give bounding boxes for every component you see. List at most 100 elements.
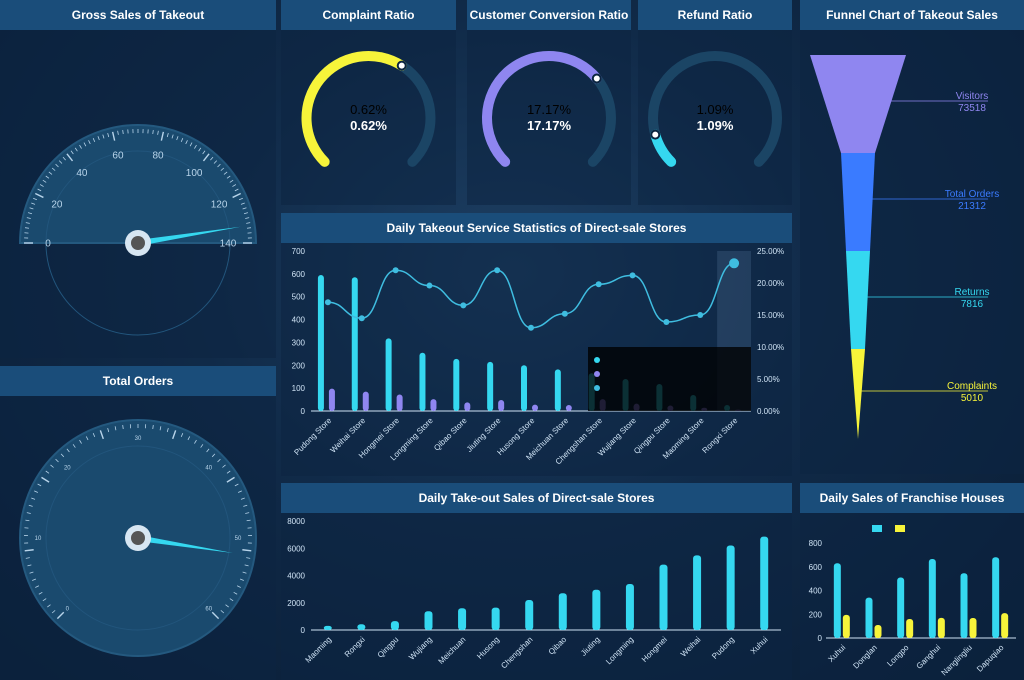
gauge-tick — [234, 188, 239, 192]
gauge-tick — [79, 439, 82, 444]
funnel-stage-name: Complaints — [947, 381, 997, 392]
complaint-ratio-panel: Complaint Ratio 0.62% 0.62% — [281, 0, 456, 205]
sales-bar — [525, 600, 534, 630]
orders-bar — [430, 399, 437, 411]
gauge-tick — [217, 458, 221, 463]
tooltip-rate-row — [594, 381, 745, 395]
orders-bar — [937, 617, 945, 638]
daily-sales-title: Daily Take-out Sales of Direct-sale Stor… — [281, 483, 792, 513]
gauge-tick — [56, 611, 65, 620]
gauge-tick — [210, 156, 214, 161]
x-tick-label: Hongmei — [640, 635, 669, 664]
visitors-bar — [992, 557, 1000, 638]
gauge-tick — [60, 453, 65, 458]
franchise-chart: 0 200 400 600 800 Xuhui Donglan Longpo GanghuiNa… — [809, 539, 1016, 677]
gauge-tick — [99, 430, 104, 440]
gauge-tick — [160, 131, 165, 141]
conversion-rate-point — [528, 324, 534, 331]
complaint-ratio-ring: 0.62%0.62% — [301, 51, 436, 167]
gauge-tick — [242, 571, 247, 574]
gross-sales-title: Gross Sales of Takeout — [0, 0, 276, 30]
gauge-tick-label: 80 — [152, 151, 164, 162]
gauge-tick — [194, 439, 197, 444]
gauge-tick — [74, 147, 78, 152]
gauge-tick — [226, 470, 231, 474]
funnel-stage-value: 73518 — [958, 103, 986, 114]
gauge-tick — [37, 483, 42, 487]
gauge-tick — [157, 130, 159, 135]
gauge-tick — [189, 142, 193, 147]
gauge-hub-inner — [131, 236, 145, 250]
gauge-tick — [28, 504, 33, 507]
x-tick-label: Donglan — [851, 643, 878, 670]
x-tick-label: Maoming — [304, 635, 334, 665]
gauge-tick — [51, 610, 56, 614]
y-tick-label: 300 — [292, 338, 306, 347]
visitors-bar — [833, 563, 841, 638]
gauge-tick — [213, 160, 218, 164]
refund-ratio-title: Refund Ratio — [638, 0, 792, 30]
conversion-rate-point — [629, 272, 636, 279]
gauge-tick — [31, 497, 36, 500]
gauge-tick — [244, 564, 249, 567]
franchise-title: Daily Sales of Franchise Houses — [800, 483, 1024, 513]
funnel-stage — [851, 349, 865, 439]
x-tick-label: Rongxi — [343, 635, 367, 659]
gauge-face — [18, 124, 258, 244]
ring-marker — [650, 129, 661, 140]
gauge-tick-label: 40 — [205, 465, 212, 471]
tooltip-orders-row — [594, 367, 745, 381]
gauge-inner-ring — [45, 445, 231, 631]
gauge-tick — [234, 483, 239, 487]
ring-shadow-label: 1.09% — [697, 102, 734, 117]
gauge-tick-label: 0 — [45, 238, 51, 249]
gauge-tick — [202, 150, 206, 155]
total-orders-gauge: 0 10 20 30 40 50 60 — [19, 419, 257, 657]
x-tick-label: Wujiang — [407, 635, 434, 662]
complaint-ratio-title: Complaint Ratio — [281, 0, 456, 30]
x-tick-label: Longming — [604, 635, 635, 666]
y2-tick-label: 0.00% — [757, 407, 780, 416]
gauge-tick — [202, 153, 210, 162]
franchise-panel: Daily Sales of Franchise Houses 0 200 400 6… — [800, 483, 1024, 680]
conversion-rate-point — [663, 319, 670, 326]
gauge-tick — [122, 129, 124, 135]
orders-bar — [328, 388, 335, 411]
daily-stats-title: Daily Takeout Service Statistics of Dire… — [281, 213, 792, 243]
conversion-rate-point — [324, 299, 331, 306]
gauge-tick-label: 20 — [64, 465, 71, 471]
gauge-tick — [226, 476, 235, 483]
gauge-tick — [159, 426, 162, 431]
conversion-ratio-title: Customer Conversion Ratio — [467, 0, 631, 30]
daily-stats-panel: Daily Takeout Service Statistics of Dire… — [281, 213, 792, 476]
sales-bar — [726, 545, 735, 630]
conversion-rate-point — [595, 281, 602, 288]
y-tick-label: 400 — [809, 587, 823, 596]
gauge-tick — [220, 167, 225, 171]
orders-bar — [532, 404, 538, 411]
gauge-tick — [229, 179, 234, 183]
gauge-tick — [25, 222, 30, 224]
sales-bar — [323, 625, 332, 630]
gauge-tick — [152, 424, 154, 430]
visitors-bar — [453, 358, 460, 411]
orders-bar — [842, 614, 850, 638]
gauge-tick — [70, 150, 74, 155]
orders-bar — [969, 618, 977, 638]
gauge-tick — [223, 171, 228, 175]
gauge-inner-ring — [45, 150, 231, 336]
y-tick-label: 400 — [292, 316, 306, 325]
sales-bar — [390, 621, 399, 630]
gauge-tick — [194, 144, 197, 149]
gauge-tick — [48, 171, 53, 175]
gauge-tick — [107, 428, 110, 433]
conversion-ratio-ring: 17.17%17.17% — [482, 51, 616, 167]
visitors-bar — [960, 573, 968, 638]
visitors-bar — [385, 338, 392, 411]
orders-bar — [874, 624, 882, 638]
gauge-tick — [122, 424, 124, 430]
gauge-tick — [246, 227, 252, 229]
visitors-bar — [317, 275, 324, 411]
y2-tick-label: 20.00% — [757, 279, 784, 288]
